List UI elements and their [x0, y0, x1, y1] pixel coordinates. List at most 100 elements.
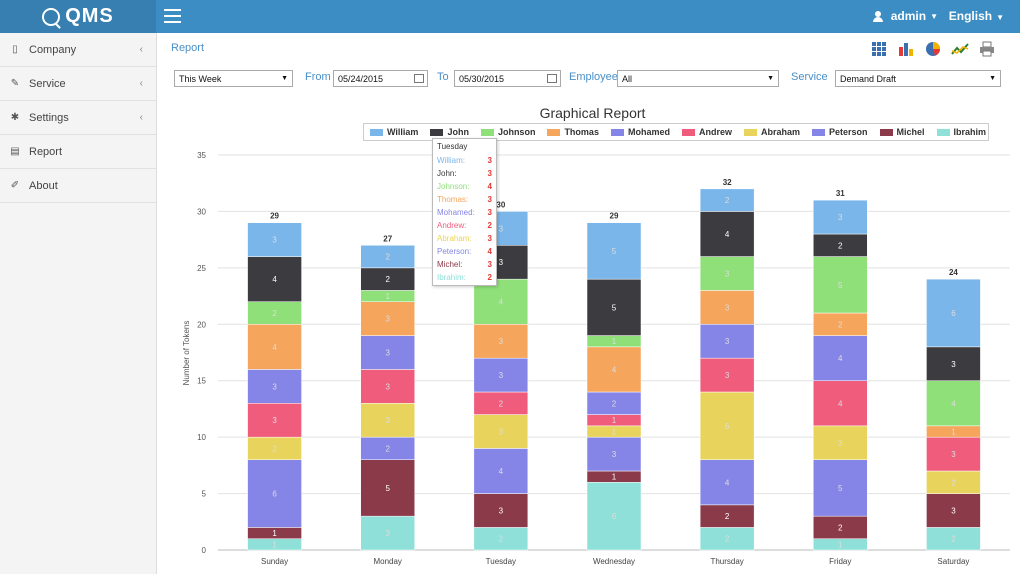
bar-segment-label: 6 — [951, 309, 956, 318]
app-logo[interactable]: QMS — [0, 0, 156, 33]
tooltip-series-value: 3 — [487, 169, 492, 178]
bar-segment-label: 4 — [725, 230, 730, 239]
bar-total-label: 29 — [610, 212, 619, 221]
hamburger-menu-icon[interactable] — [164, 9, 181, 23]
period-select[interactable]: This Week ▼ — [174, 70, 293, 87]
to-date-input[interactable]: 05/30/2015 — [454, 70, 561, 87]
legend-swatch — [879, 128, 893, 136]
legend-item[interactable]: Andrew — [681, 127, 732, 137]
from-date-input[interactable]: 05/24/2015 — [333, 70, 428, 87]
bar-segment — [813, 199, 868, 235]
table-icon[interactable] — [870, 40, 888, 58]
y-tick-label: 30 — [197, 207, 206, 216]
legend-item[interactable]: Abraham — [743, 127, 800, 137]
tooltip-series-name: Johnson: — [437, 182, 470, 191]
language-menu[interactable]: English ▼ — [949, 9, 1004, 23]
sidebar-item-label: About — [29, 179, 58, 192]
bar-segment-label: 4 — [612, 365, 617, 374]
bar-segment-label: 2 — [725, 535, 730, 544]
legend-swatch — [370, 128, 383, 136]
line-chart-icon[interactable] — [951, 40, 969, 58]
sidebar-item-report[interactable]: ▤ Report — [0, 135, 156, 169]
x-tick-label: Thursday — [710, 557, 743, 566]
legend-item[interactable]: Johnson — [480, 127, 535, 137]
bar-segment — [813, 380, 868, 427]
bar-segment — [699, 324, 755, 359]
legend-label: Abraham — [760, 127, 800, 137]
bar-segment-label: 2 — [951, 478, 956, 487]
top-navbar: QMS admin ▼ English ▼ — [0, 0, 1020, 33]
legend-item[interactable]: Thomas — [547, 127, 599, 137]
bar-segment — [813, 459, 868, 517]
bar-segment — [699, 211, 755, 257]
tooltip-series-name: Thomas: — [437, 195, 469, 204]
bar-segment-label: 1 — [612, 416, 617, 425]
bar-segment — [360, 335, 415, 370]
from-date-value: 05/24/2015 — [338, 73, 384, 84]
language-label: English — [948, 9, 993, 23]
legend-item[interactable]: Ibrahim — [936, 127, 986, 137]
caret-down-icon: ▼ — [930, 11, 938, 21]
calendar-icon[interactable] — [414, 74, 424, 83]
bar-segment — [247, 256, 302, 302]
document-icon: ▤ — [10, 146, 20, 157]
bar-segment-label: 3 — [499, 258, 504, 267]
report-toolbar — [870, 40, 996, 58]
bar-segment-label: 3 — [385, 382, 390, 391]
x-tick-label: Wednesday — [593, 557, 635, 566]
bar-segment-label: 3 — [385, 529, 390, 538]
print-icon[interactable] — [978, 40, 996, 58]
bar-segment-label: 3 — [385, 315, 390, 324]
sidebar-item-company[interactable]: ▯ Company ‹ — [0, 33, 156, 67]
bar-segment-label: 3 — [725, 371, 730, 380]
legend-item[interactable]: William — [370, 127, 418, 137]
legend-item[interactable]: John — [430, 127, 469, 137]
sidebar-item-service[interactable]: ✎ Service ‹ — [0, 67, 156, 101]
bar-segment — [926, 278, 981, 348]
bar-segment-label: 4 — [725, 478, 730, 487]
bar-segment — [473, 324, 529, 359]
legend-item[interactable]: Michel — [879, 127, 925, 137]
service-select[interactable]: Demand Draft ▼ — [835, 70, 1001, 87]
legend-item[interactable]: Mohamed — [610, 127, 670, 137]
tooltip-row: Andrew: 2 — [437, 219, 492, 232]
chevron-left-icon: ‹ — [139, 112, 143, 123]
tooltip-row: William: 3 — [437, 154, 492, 167]
bar-total-label: 31 — [836, 189, 845, 198]
bar-segment — [247, 222, 302, 257]
bar-segment — [586, 278, 642, 336]
user-menu[interactable]: admin ▼ — [872, 9, 938, 23]
bar-segment-label: 2 — [272, 444, 277, 453]
bar-segment-label: 3 — [272, 416, 277, 425]
legend-swatch — [610, 128, 624, 136]
y-tick-label: 35 — [197, 151, 206, 160]
breadcrumb[interactable]: Report — [171, 42, 205, 54]
legend-item[interactable]: Peterson — [812, 127, 868, 137]
calendar-icon[interactable] — [547, 74, 557, 83]
bar-segment — [699, 188, 755, 212]
bar-total-label: 32 — [723, 178, 732, 187]
caret-down-icon: ▼ — [996, 13, 1004, 22]
user-icon — [872, 10, 883, 22]
tooltip-series-value: 3 — [487, 260, 492, 269]
bar-segment-label: 3 — [499, 371, 504, 380]
legend-label: Peterson — [829, 127, 868, 137]
edit-icon: ✐ — [10, 180, 20, 191]
tooltip-series-name: Abraham: — [437, 234, 472, 243]
bar-total-label: 30 — [496, 200, 505, 209]
bar-segment-label: 3 — [951, 450, 956, 459]
sidebar: ▯ Company ‹ ✎ Service ‹ ✱ Settings ‹ ▤ R… — [0, 33, 157, 574]
bar-segment — [473, 493, 529, 528]
sidebar-item-about[interactable]: ✐ About — [0, 169, 156, 203]
employee-select[interactable]: All ▼ — [617, 70, 779, 87]
tooltip-series-name: Peterson: — [437, 247, 472, 256]
employee-value: All — [622, 73, 633, 84]
bar-segment — [360, 459, 415, 517]
bar-segment-label: 3 — [272, 236, 277, 245]
bar-segment-label: 3 — [725, 337, 730, 346]
bar-segment-label: 4 — [272, 275, 277, 284]
bar-chart-icon[interactable] — [897, 40, 915, 58]
period-value: This Week — [179, 73, 222, 84]
pie-chart-icon[interactable] — [924, 40, 942, 58]
sidebar-item-settings[interactable]: ✱ Settings ‹ — [0, 101, 156, 135]
